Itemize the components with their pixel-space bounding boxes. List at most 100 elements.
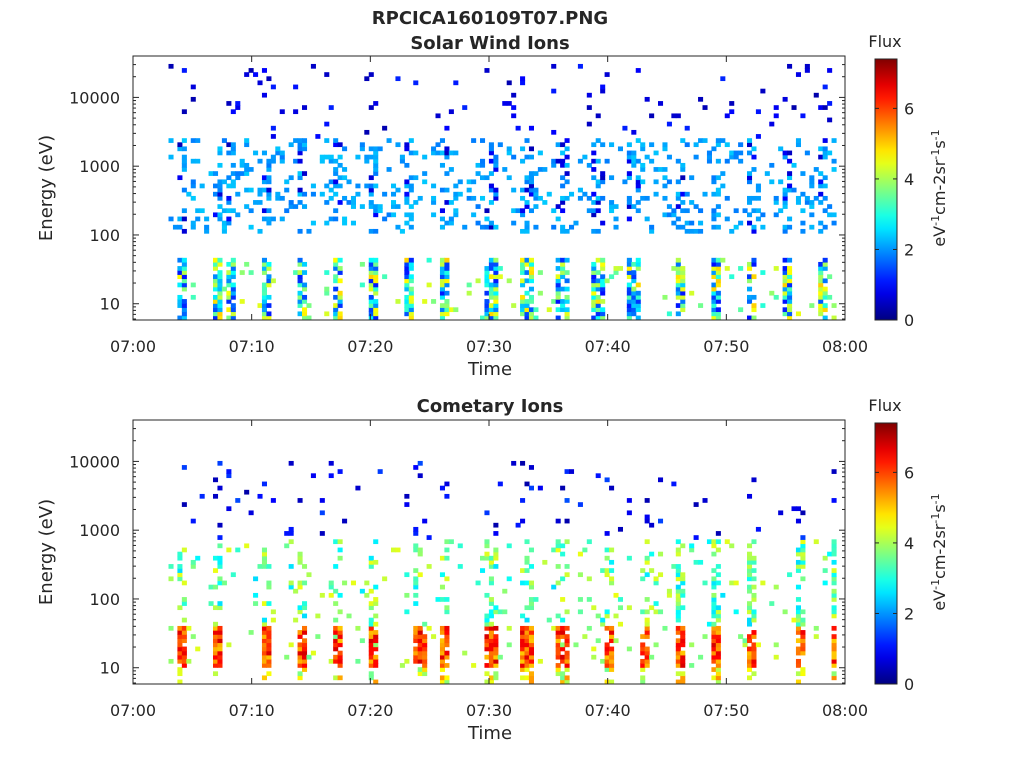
heatmap-cell xyxy=(800,547,806,553)
heatmap-cell xyxy=(337,642,343,648)
heatmap-cell xyxy=(248,167,254,172)
heatmap-cell xyxy=(177,270,183,275)
heatmap-cell xyxy=(488,658,494,664)
heatmap-cell xyxy=(738,158,744,164)
heatmap-cell xyxy=(408,150,414,156)
heatmap-cell xyxy=(310,191,316,197)
heatmap-cell xyxy=(666,121,672,127)
heatmap-cell xyxy=(359,146,365,152)
heatmap-cell xyxy=(257,564,263,569)
heatmap-cell xyxy=(635,299,641,304)
heatmap-cell xyxy=(466,282,472,288)
heatmap-cell xyxy=(208,171,214,176)
heatmap-cell xyxy=(613,613,619,619)
heatmap-cell xyxy=(644,617,650,623)
heatmap-cell xyxy=(528,663,534,668)
heatmap-cell xyxy=(520,257,526,263)
colorbar-tick-label: 2 xyxy=(904,604,914,623)
heatmap-cell xyxy=(791,187,797,193)
heatmap-cell xyxy=(417,650,423,656)
heatmap-cell xyxy=(261,216,267,222)
heatmap-cell xyxy=(595,158,601,164)
heatmap-cell xyxy=(586,162,592,168)
heatmap-cell xyxy=(818,294,824,300)
heatmap-cell xyxy=(484,638,490,644)
heatmap-cell xyxy=(244,261,250,267)
heatmap-cell xyxy=(333,158,339,164)
heatmap-cell xyxy=(787,303,793,308)
heatmap-cell xyxy=(368,146,374,152)
heatmap-cell xyxy=(395,142,401,148)
heatmap-cell xyxy=(261,617,267,623)
heatmap-cell xyxy=(831,605,837,611)
heatmap-cell xyxy=(586,105,592,110)
heatmap-cell xyxy=(626,311,632,317)
heatmap-cell xyxy=(484,208,490,214)
heatmap-cell xyxy=(439,555,445,561)
heatmap-cell xyxy=(533,187,539,193)
heatmap-cell xyxy=(226,261,232,267)
heatmap-cell xyxy=(484,621,490,627)
heatmap-cell xyxy=(511,220,517,226)
heatmap-cell xyxy=(600,299,606,304)
heatmap-cell xyxy=(337,638,343,644)
heatmap-cell xyxy=(408,303,414,308)
heatmap-cell xyxy=(546,307,552,313)
heatmap-cell xyxy=(493,278,499,284)
heatmap-cell xyxy=(560,576,566,582)
heatmap-cell xyxy=(773,266,779,271)
heatmap-cell xyxy=(595,270,601,275)
heatmap-cell xyxy=(444,270,450,275)
heatmap-cell xyxy=(475,220,481,226)
heatmap-cell xyxy=(693,535,699,540)
heatmap-cell xyxy=(591,299,597,304)
heatmap-cell xyxy=(266,167,272,172)
heatmap-cell xyxy=(800,555,806,561)
heatmap-cell xyxy=(404,282,410,288)
heatmap-cell xyxy=(488,654,494,660)
heatmap-cell xyxy=(822,208,828,214)
heatmap-cell xyxy=(822,580,828,586)
heatmap-cell xyxy=(684,208,690,214)
heatmap-cell xyxy=(800,551,806,557)
heatmap-cell xyxy=(675,646,681,652)
heatmap-cell xyxy=(560,200,566,205)
heatmap-cell xyxy=(800,642,806,648)
heatmap-cell xyxy=(680,286,686,292)
heatmap-cell xyxy=(213,654,219,660)
heatmap-cell xyxy=(493,282,499,288)
heatmap-cell xyxy=(328,195,334,201)
heatmap-cell xyxy=(524,138,530,143)
heatmap-cell xyxy=(448,307,454,313)
heatmap-cell xyxy=(230,294,236,300)
heatmap-cell xyxy=(787,187,793,193)
heatmap-cell xyxy=(213,638,219,644)
heatmap-cell xyxy=(181,580,187,586)
heatmap-cell xyxy=(368,311,374,317)
heatmap-cell xyxy=(217,282,223,288)
heatmap-cell xyxy=(226,299,232,304)
heatmap-cell xyxy=(555,257,561,263)
heatmap-cell xyxy=(564,654,570,660)
heatmap-cell xyxy=(466,179,472,185)
heatmap-cell xyxy=(800,646,806,652)
heatmap-cell xyxy=(680,307,686,313)
heatmap-cell xyxy=(680,299,686,304)
heatmap-cell xyxy=(408,311,414,317)
heatmap-cell xyxy=(337,290,343,296)
heatmap-cell xyxy=(609,646,615,652)
heatmap-cell xyxy=(800,171,806,176)
heatmap-cell xyxy=(626,605,632,611)
heatmap-cell xyxy=(564,171,570,176)
heatmap-cell xyxy=(626,646,632,652)
heatmap-cell xyxy=(680,625,686,631)
heatmap-cell xyxy=(822,150,828,156)
heatmap-cell xyxy=(266,638,272,644)
heatmap-cell xyxy=(626,142,632,148)
heatmap-cell xyxy=(488,158,494,164)
heatmap-cell xyxy=(640,609,646,615)
heatmap-cell xyxy=(640,675,646,681)
heatmap-cell xyxy=(564,257,570,263)
x-tick-label: 07:50 xyxy=(703,701,749,720)
heatmap-cell xyxy=(747,171,753,176)
